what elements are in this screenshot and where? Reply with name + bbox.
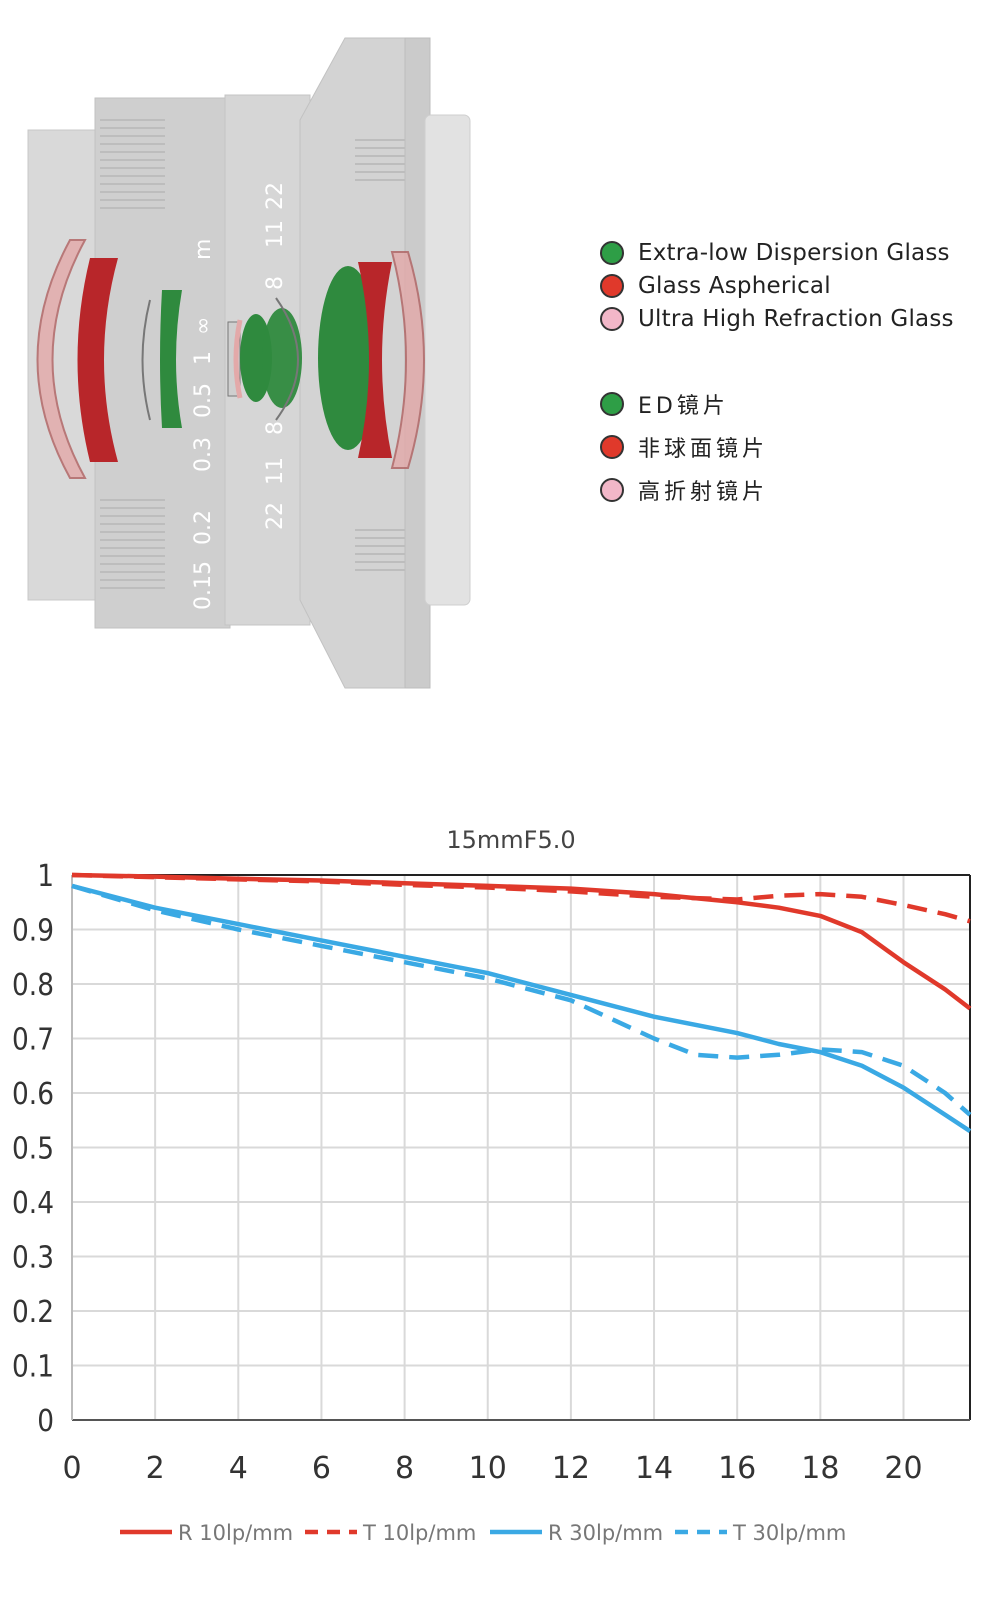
mtf-chart: 15mmF5.000.10.20.30.40.50.60.70.80.910 2 4… — [12, 826, 972, 1545]
x-tick-label: 16 — [718, 1451, 756, 1486]
rear-element-outline — [390, 251, 425, 469]
legend-label: Glass Aspherical — [638, 272, 831, 299]
y-tick-label: 0.5 — [12, 1131, 54, 1166]
y-tick-label: 0.3 — [12, 1240, 54, 1275]
lens-cross-section-diagram: m ∞ 1 0.5 0.3 0.2 0.15 22 11 8 8 11 22 — [27, 37, 471, 689]
chart-title: 15mmF5.0 — [446, 826, 575, 854]
ed-element-middle-a — [240, 314, 272, 402]
ed-element-front — [160, 290, 182, 428]
series-line-r-10lp-mm — [71, 872, 972, 1011]
barrel-marking-8-top: 8 — [263, 276, 288, 290]
x-tick-label: 18 — [801, 1451, 839, 1486]
glass-legend-chinese: ED镜片 非球面镜片 高折射镜片 — [600, 382, 768, 511]
legend-item-ed-glass: Extra-low Dispersion Glass — [600, 236, 954, 269]
x-tick-label: 10 — [469, 1451, 507, 1486]
barrel-marking-11-top: 11 — [263, 220, 288, 248]
aspherical-element-front — [77, 258, 118, 462]
front-element-outline — [36, 239, 87, 479]
barrel-marking-0-15: 0.15 — [191, 561, 216, 610]
x-tick-label: 8 — [395, 1451, 414, 1486]
red-dot-icon — [600, 273, 624, 298]
legend-entry-label: T 30lp/mm — [732, 1521, 846, 1545]
barrel-marking-22-bottom: 22 — [263, 502, 288, 530]
barrel-marking-11-bottom: 11 — [263, 457, 288, 485]
x-tick-label: 0 — [62, 1451, 81, 1486]
series-line-t-10lp-mm — [71, 872, 971, 924]
series-line-r-30lp-mm — [71, 883, 972, 1133]
barrel-marking-8-bottom: 8 — [263, 421, 288, 435]
y-tick-label: 1 — [37, 858, 54, 893]
y-tick-label: 0.6 — [12, 1076, 54, 1111]
y-tick-label: 0.9 — [12, 913, 54, 948]
legend-item-high-refraction: Ultra High Refraction Glass — [600, 302, 954, 335]
ed-element-rear — [318, 266, 378, 450]
pink-small-element — [233, 319, 243, 399]
legend-item-high-refraction-cn: 高折射镜片 — [600, 468, 768, 511]
red-dot-icon — [600, 434, 624, 459]
aspherical-element-rear — [358, 262, 392, 458]
barrel-marking-22-top: 22 — [263, 182, 288, 210]
legend-label: 非球面镜片 — [638, 436, 769, 462]
element-outline-b — [275, 297, 299, 421]
x-tick-label: 12 — [552, 1451, 590, 1486]
x-tick-label: 20 — [884, 1451, 922, 1486]
barrel-marking-0-5: 0.5 — [191, 383, 216, 418]
pink-dot-icon — [600, 477, 624, 502]
green-dot-icon — [600, 240, 624, 265]
y-tick-label: 0.8 — [12, 967, 54, 1002]
glass-legend-english: Extra-low Dispersion Glass Glass Aspheri… — [600, 236, 954, 335]
legend-label: ED镜片 — [638, 393, 729, 419]
legend-label: 高折射镜片 — [638, 479, 769, 505]
y-tick-label: 0.1 — [12, 1349, 54, 1384]
pink-dot-icon — [600, 306, 624, 331]
y-tick-label: 0.7 — [12, 1022, 54, 1057]
lens-elements — [36, 239, 425, 479]
y-tick-label: 0 — [37, 1403, 54, 1438]
legend-entry-label: T 10lp/mm — [362, 1521, 476, 1545]
y-tick-label: 0.4 — [12, 1185, 54, 1220]
barrel-marking-infinity: ∞ — [191, 317, 216, 335]
green-dot-icon — [600, 391, 624, 416]
legend-entry-label: R 30lp/mm — [548, 1521, 663, 1545]
element-outline-a — [141, 299, 151, 421]
barrel-marking-m: m — [191, 239, 216, 260]
x-tick-label: 2 — [146, 1451, 165, 1486]
x-tick-label: 4 — [229, 1451, 248, 1486]
legend-entry-label: R 10lp/mm — [178, 1521, 293, 1545]
legend-item-ed-glass-cn: ED镜片 — [600, 382, 768, 425]
series-line-t-30lp-mm — [71, 883, 972, 1117]
legend-item-aspherical: Glass Aspherical — [600, 269, 954, 302]
barrel-marking-0-3: 0.3 — [191, 437, 216, 472]
legend-item-aspherical-cn: 非球面镜片 — [600, 425, 768, 468]
barrel-marking-0-2: 0.2 — [191, 510, 216, 545]
legend-label: Ultra High Refraction Glass — [638, 305, 954, 332]
ed-element-middle-b — [262, 308, 302, 408]
barrel-marking-1: 1 — [191, 351, 216, 365]
y-tick-label: 0.2 — [12, 1294, 54, 1329]
x-tick-label: 6 — [312, 1451, 331, 1486]
x-tick-label: 14 — [635, 1451, 673, 1486]
legend-label: Extra-low Dispersion Glass — [638, 239, 950, 266]
